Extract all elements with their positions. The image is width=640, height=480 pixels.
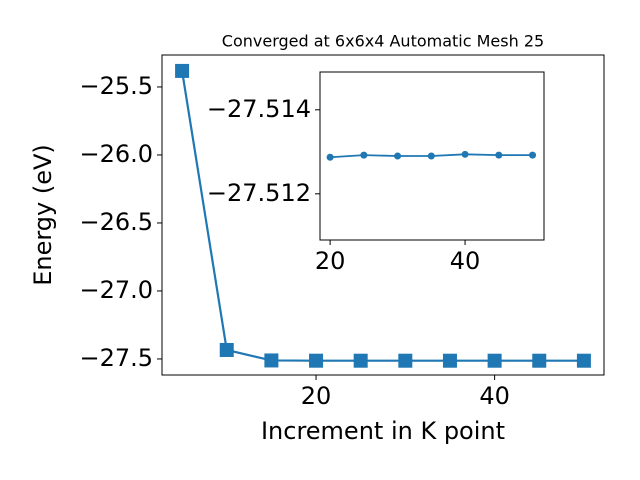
x-tick-label: 20	[315, 247, 346, 275]
data-point	[495, 151, 503, 159]
y-tick-label: −27.5	[79, 344, 153, 372]
data-point	[461, 150, 469, 158]
x-tick-label: 20	[301, 382, 332, 410]
x-tick-label: 40	[450, 247, 481, 275]
y-axis-label: Energy (eV)	[29, 144, 57, 286]
data-point	[529, 151, 537, 159]
data-point	[264, 353, 279, 368]
data-point	[487, 353, 502, 368]
data-point	[326, 153, 334, 161]
y-tick-label: −27.514	[207, 95, 311, 123]
data-point	[309, 353, 324, 368]
data-point	[532, 353, 547, 368]
data-point	[398, 353, 413, 368]
chart-title: Converged at 6x6x4 Automatic Mesh 25	[222, 32, 544, 51]
data-point	[360, 151, 368, 159]
y-tick-label: −25.5	[79, 72, 153, 100]
data-point	[427, 152, 435, 160]
y-tick-label: −26.0	[79, 140, 153, 168]
x-tick-label: 40	[479, 382, 510, 410]
series-line	[181, 70, 584, 362]
data-point	[442, 353, 457, 368]
y-tick-label: −26.5	[79, 208, 153, 236]
data-point	[175, 63, 190, 78]
data-point	[353, 353, 368, 368]
data-point	[219, 342, 234, 357]
y-tick-label: −27.0	[79, 276, 153, 304]
data-point	[394, 152, 402, 160]
y-tick-label: −27.512	[207, 179, 311, 207]
data-point	[576, 353, 591, 368]
x-axis-label: Increment in K point	[261, 417, 505, 445]
